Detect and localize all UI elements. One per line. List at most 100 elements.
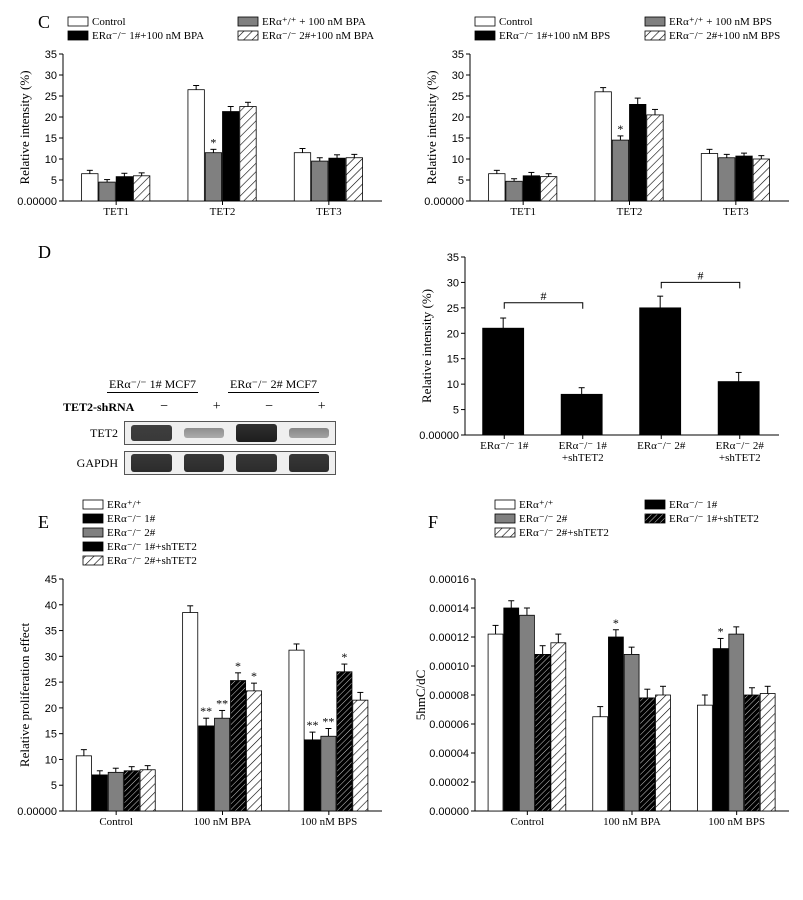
svg-text:ERα⁻/⁻ 2#+100 nM BPS: ERα⁻/⁻ 2#+100 nM BPS xyxy=(669,30,780,42)
svg-text:**: ** xyxy=(322,715,334,729)
panelE: 0.0000051015202530354045Relative prolife… xyxy=(8,489,388,839)
svg-text:Control: Control xyxy=(99,816,133,828)
svg-text:*: * xyxy=(617,122,623,136)
svg-text:TET3: TET3 xyxy=(723,206,749,218)
svg-text:0.00002: 0.00002 xyxy=(429,777,469,789)
svg-text:TET1: TET1 xyxy=(510,206,536,218)
svg-text:25: 25 xyxy=(45,91,57,103)
svg-text:0.00016: 0.00016 xyxy=(429,574,469,586)
svg-text:TET2: TET2 xyxy=(617,206,643,218)
svg-text:5: 5 xyxy=(51,175,57,187)
svg-text:20: 20 xyxy=(45,112,57,124)
svg-text:100 nM BPS: 100 nM BPS xyxy=(300,816,357,828)
svg-text:ERα⁻/⁻ 1#: ERα⁻/⁻ 1# xyxy=(480,440,529,452)
svg-text:0.00000: 0.00000 xyxy=(419,430,459,442)
svg-text:ERα⁻/⁻ 1#+shTET2: ERα⁻/⁻ 1#+shTET2 xyxy=(107,541,197,553)
svg-text:Control: Control xyxy=(92,16,126,28)
svg-text:ERα⁻/⁻ 2#: ERα⁻/⁻ 2# xyxy=(107,527,156,539)
svg-text:ERα⁻/⁻ 2#+shTET2: ERα⁻/⁻ 2#+shTET2 xyxy=(107,555,197,567)
svg-text:30: 30 xyxy=(452,70,464,82)
svg-text:5hmC/dC: 5hmC/dC xyxy=(413,670,428,721)
svg-text:10: 10 xyxy=(452,154,464,166)
svg-text:**: ** xyxy=(216,696,228,710)
figure: C 0.000005101520253035Relative intensity… xyxy=(8,12,795,839)
wb-header-2: ERα⁻/⁻ 2# MCF7 xyxy=(228,377,319,393)
svg-text:45: 45 xyxy=(45,574,57,586)
svg-text:#: # xyxy=(698,268,704,282)
svg-text:0.00010: 0.00010 xyxy=(429,661,469,673)
svg-text:0.00000: 0.00000 xyxy=(429,806,469,818)
svg-text:ERα⁺/⁺: ERα⁺/⁺ xyxy=(519,499,554,511)
panelC-left: 0.00000 5 10 15 20 25 30 35 Relative intensity (… xyxy=(8,12,388,227)
svg-text:15: 15 xyxy=(452,133,464,145)
svg-text:5: 5 xyxy=(458,175,464,187)
svg-text:10: 10 xyxy=(45,154,57,166)
svg-text:5: 5 xyxy=(51,780,57,792)
svg-text:100 nM BPA: 100 nM BPA xyxy=(194,816,252,828)
wb-mark-2: − xyxy=(265,399,273,415)
svg-text:+shTET2: +shTET2 xyxy=(719,452,761,464)
svg-text:**: ** xyxy=(200,704,212,718)
svg-text:Relative intensity (%): Relative intensity (%) xyxy=(419,289,434,403)
svg-text:30: 30 xyxy=(45,70,57,82)
svg-text:0.00006: 0.00006 xyxy=(429,719,469,731)
svg-text:Relative intensity (%): Relative intensity (%) xyxy=(424,70,439,184)
wb-mark-0: − xyxy=(160,399,168,415)
svg-text:20: 20 xyxy=(45,703,57,715)
svg-text:*: * xyxy=(341,650,347,664)
svg-text:0.00000: 0.00000 xyxy=(424,196,464,208)
svg-text:20: 20 xyxy=(452,112,464,124)
svg-text:*: * xyxy=(210,135,216,149)
svg-text:0.00014: 0.00014 xyxy=(429,603,469,615)
svg-text:0.00000: 0.00000 xyxy=(17,806,57,818)
svg-text:*: * xyxy=(718,624,724,638)
svg-text:30: 30 xyxy=(45,651,57,663)
panelF: 0.00000 0.00002 0.00004 0.00006 0.00008 0.000… xyxy=(405,489,795,839)
svg-text:ERα⁺/⁺: ERα⁺/⁺ xyxy=(107,499,142,511)
svg-text:+shTET2: +shTET2 xyxy=(562,452,604,464)
svg-text:20: 20 xyxy=(447,328,459,340)
wb-lane-TET2-bands xyxy=(124,421,336,445)
svg-text:*: * xyxy=(235,659,241,673)
svg-text:ERα⁻/⁻ 2#: ERα⁻/⁻ 2# xyxy=(716,440,765,452)
wb-lane-TET2-label: TET2 xyxy=(63,426,124,441)
svg-text:ERα⁻/⁻ 1#: ERα⁻/⁻ 1# xyxy=(107,513,156,525)
svg-text:0.00000: 0.00000 xyxy=(17,196,57,208)
wb-mark-1: + xyxy=(213,399,221,415)
wb-header-1: ERα⁻/⁻ 1# MCF7 xyxy=(107,377,198,393)
svg-text:25: 25 xyxy=(45,677,57,689)
svg-text:ERα⁻/⁻ 2#+shTET2: ERα⁻/⁻ 2#+shTET2 xyxy=(519,527,609,539)
svg-text:15: 15 xyxy=(447,354,459,366)
svg-text:25: 25 xyxy=(452,91,464,103)
svg-text:25: 25 xyxy=(447,303,459,315)
svg-text:10: 10 xyxy=(45,754,57,766)
svg-text:*: * xyxy=(251,669,257,683)
panelD-westernblot: ERα⁻/⁻ 1# MCF7 ERα⁻/⁻ 2# MCF7 TET2-shRNA… xyxy=(63,377,363,475)
svg-text:ERα⁻/⁻ 2#: ERα⁻/⁻ 2# xyxy=(519,513,568,525)
panelC-right: 0.000005101520253035Relative intensity (… xyxy=(415,12,795,227)
svg-text:Relative proliferation effect: Relative proliferation effect xyxy=(17,623,32,768)
svg-text:ERα⁻/⁻ 2#: ERα⁻/⁻ 2# xyxy=(637,440,686,452)
svg-text:15: 15 xyxy=(45,133,57,145)
svg-text:35: 35 xyxy=(45,49,57,61)
svg-text:0.00008: 0.00008 xyxy=(429,690,469,702)
svg-text:TET1: TET1 xyxy=(103,206,129,218)
svg-text:TET3: TET3 xyxy=(316,206,342,218)
panel-label-D: D xyxy=(38,242,51,263)
svg-text:30: 30 xyxy=(447,277,459,289)
svg-text:0.00004: 0.00004 xyxy=(429,748,469,760)
svg-text:100 nM BPS: 100 nM BPS xyxy=(708,816,765,828)
svg-text:5: 5 xyxy=(453,405,459,417)
svg-text:Relative intensity (%): Relative intensity (%) xyxy=(17,70,32,184)
svg-text:ERα⁻/⁻ 1#+100 nM BPS: ERα⁻/⁻ 1#+100 nM BPS xyxy=(499,30,610,42)
wb-treat-label: TET2-shRNA xyxy=(63,400,138,415)
svg-text:10: 10 xyxy=(447,379,459,391)
svg-text:35: 35 xyxy=(447,252,459,264)
wb-mark-3: + xyxy=(318,399,326,415)
svg-text:ERα⁻/⁻ 1#: ERα⁻/⁻ 1# xyxy=(559,440,608,452)
svg-text:ERα⁻/⁻ 2#+100 nM BPA: ERα⁻/⁻ 2#+100 nM BPA xyxy=(262,30,374,42)
svg-text:35: 35 xyxy=(45,626,57,638)
svg-text:ERα⁻/⁻ 1#+shTET2: ERα⁻/⁻ 1#+shTET2 xyxy=(669,513,759,525)
svg-text:TET2: TET2 xyxy=(210,206,236,218)
svg-text:Control: Control xyxy=(511,816,545,828)
